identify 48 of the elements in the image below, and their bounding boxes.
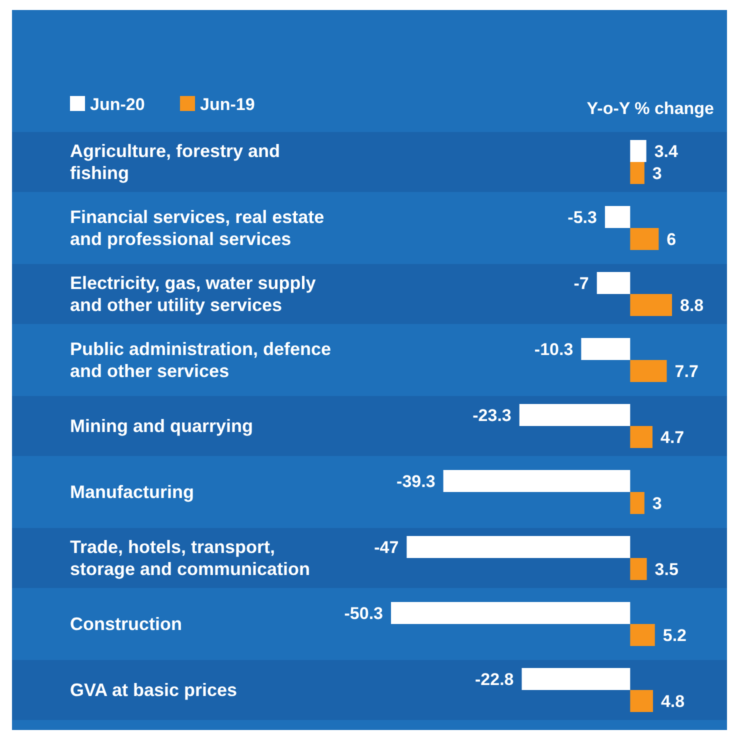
data-label: -22.8 [475,670,514,689]
y-tick-label: Manufacturing [70,482,194,502]
legend-label: Jun-19 [200,95,255,114]
data-label: 3.5 [654,560,678,579]
bar [630,294,672,316]
bar [630,140,646,162]
legend-label: Jun-20 [90,95,145,114]
y-tick-label: Mining and quarrying [70,416,253,436]
data-label: 8.8 [680,296,704,315]
data-label: 4.7 [660,428,684,447]
bar [630,426,653,448]
bar [630,162,644,184]
data-label: -7 [574,274,589,293]
data-label: 6 [666,230,676,249]
y-tick-label: GVA at basic prices [70,680,238,700]
bar [522,668,630,690]
y-tick-label: Agriculture, forestry and fishing [70,141,280,183]
y-tick-label: Trade, hotels, transport, storage and communication [70,537,310,579]
bar [391,602,630,624]
bar [630,228,659,250]
bar [630,492,644,514]
data-label: 3.4 [654,142,679,161]
bar [630,558,647,580]
y-tick-label: Electricity, gas, water supply and other utility services [70,273,316,315]
bar [604,206,630,228]
data-label: -39.3 [396,472,436,491]
bar [630,624,655,646]
data-label: -23.3 [472,406,512,425]
bar [630,690,653,712]
y-tick-label: Public administration, defence and other services [70,339,332,381]
data-label: -5.3 [568,208,597,227]
data-label: -10.3 [534,340,574,359]
bar [406,536,630,558]
y-tick-label: Financial services, real estate and professional services [70,207,324,249]
bar [581,338,630,360]
y-tick-label: Construction [70,614,182,634]
data-label: 7.7 [674,362,698,381]
data-label: 3 [652,494,662,513]
bar [596,272,630,294]
data-label: -47 [374,538,399,557]
bar [519,404,630,426]
bar [630,360,667,382]
data-label: 3 [652,164,662,183]
chart-title: Y-o-Y % change [586,99,714,118]
data-label: 4.8 [660,692,685,711]
data-label: -50.3 [344,604,383,623]
data-label: 5.2 [662,626,687,645]
bar [443,470,630,492]
